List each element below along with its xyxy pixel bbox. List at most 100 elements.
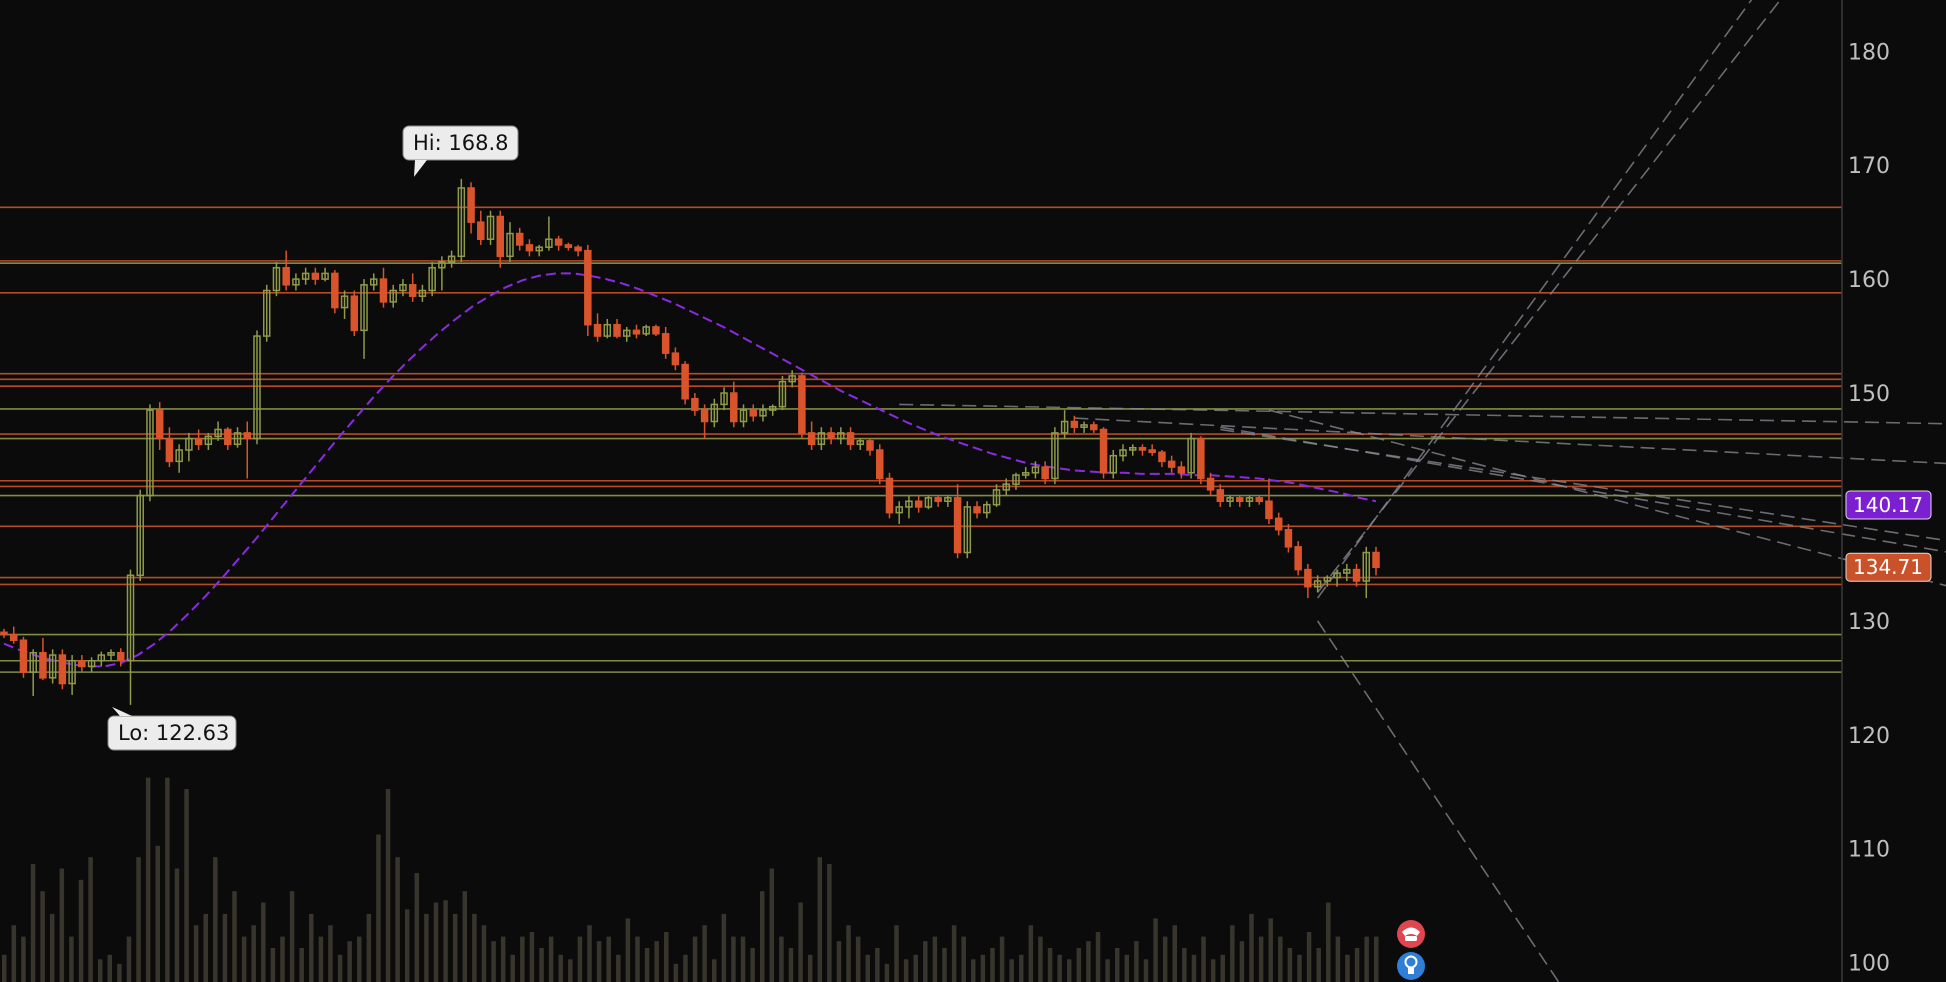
candle-body bbox=[1197, 437, 1205, 480]
volume-bar bbox=[1220, 954, 1225, 982]
candle-body bbox=[963, 506, 972, 554]
volume-bar bbox=[798, 902, 803, 982]
candle-body bbox=[1148, 449, 1156, 454]
candle-body bbox=[1265, 500, 1273, 520]
candle-body bbox=[944, 497, 952, 503]
volume-bar bbox=[942, 947, 947, 982]
volume-bar bbox=[1306, 932, 1312, 982]
candle-body bbox=[632, 329, 641, 335]
candle-body bbox=[661, 333, 670, 354]
earnings-phone-icon[interactable] bbox=[1397, 920, 1425, 948]
candle-body bbox=[1031, 466, 1040, 474]
y-tick-label: 120 bbox=[1848, 724, 1890, 749]
volume-bar bbox=[664, 932, 669, 982]
candle-body bbox=[1236, 497, 1244, 503]
candle-body bbox=[973, 506, 981, 514]
candle-body bbox=[914, 500, 923, 508]
volume-bar bbox=[923, 941, 928, 982]
volume-bar bbox=[424, 913, 429, 982]
volume-bar bbox=[280, 936, 285, 982]
volume-bar bbox=[951, 925, 957, 982]
volume-bar bbox=[769, 868, 775, 982]
candle-body bbox=[58, 654, 67, 685]
volume-bar bbox=[1038, 936, 1043, 982]
candle-body bbox=[1128, 446, 1137, 451]
candle-body bbox=[399, 284, 407, 292]
candle-body bbox=[321, 272, 329, 280]
volume-bar bbox=[740, 936, 746, 982]
candle-body bbox=[467, 187, 475, 223]
volume-bar bbox=[520, 936, 525, 982]
volume-bars bbox=[2, 777, 1379, 982]
volume-bar bbox=[913, 954, 918, 982]
volume-bar bbox=[165, 777, 170, 982]
volume-bar bbox=[1076, 947, 1082, 982]
idea-bulb-icon[interactable] bbox=[1397, 952, 1425, 980]
price-axis[interactable]: 100110120130140150160170180 bbox=[1848, 40, 1890, 976]
volume-bar bbox=[347, 941, 352, 982]
candle-body bbox=[447, 255, 456, 263]
candle-body bbox=[477, 221, 485, 240]
volume-bar bbox=[49, 913, 55, 982]
candle-body bbox=[681, 363, 689, 400]
y-tick-label: 100 bbox=[1848, 952, 1890, 977]
volume-bar bbox=[126, 936, 132, 982]
trend-line bbox=[1316, 620, 1560, 982]
candle-body bbox=[623, 329, 631, 337]
candle-body bbox=[798, 375, 806, 434]
volume-bar bbox=[683, 954, 688, 982]
volume-bar bbox=[903, 959, 909, 982]
volume-bar bbox=[865, 954, 870, 982]
volume-bar bbox=[1297, 954, 1302, 982]
volume-bar bbox=[529, 932, 535, 982]
volume-bar bbox=[1143, 959, 1149, 982]
volume-bar bbox=[433, 902, 439, 982]
candle-body bbox=[691, 397, 699, 411]
candle-body bbox=[1177, 466, 1186, 474]
candle-body bbox=[19, 639, 28, 673]
volume-bar bbox=[376, 834, 381, 982]
candle-body bbox=[457, 187, 466, 258]
volume-bar bbox=[731, 936, 736, 982]
price-badges: 140.17 134.71 bbox=[1845, 490, 1932, 582]
volume-bar bbox=[1249, 913, 1254, 982]
candle-body bbox=[292, 278, 300, 286]
y-tick-label: 160 bbox=[1848, 268, 1890, 293]
volume-bar bbox=[1278, 936, 1283, 982]
volume-bar bbox=[625, 918, 631, 982]
volume-bar bbox=[1114, 947, 1120, 982]
candle-body bbox=[710, 403, 719, 423]
candle-body bbox=[78, 659, 86, 668]
candle-body bbox=[1255, 497, 1263, 503]
candle-body bbox=[554, 238, 563, 246]
candle-body bbox=[603, 323, 612, 337]
hi-callout: Hi: 168.8 bbox=[402, 125, 519, 177]
moving-average bbox=[3, 272, 1377, 668]
candle-body bbox=[934, 497, 942, 503]
candle-body bbox=[924, 497, 933, 508]
candle-body bbox=[1109, 454, 1118, 474]
volume-bar bbox=[577, 936, 583, 982]
trend-line bbox=[1220, 426, 1946, 553]
candle-body bbox=[584, 249, 592, 326]
volume-bar bbox=[203, 913, 208, 982]
volume-bar bbox=[261, 902, 266, 982]
volume-bar bbox=[491, 941, 496, 982]
candle-body bbox=[438, 261, 446, 269]
y-tick-label: 130 bbox=[1848, 610, 1890, 635]
volume-bar bbox=[2, 954, 7, 982]
candle-body bbox=[759, 409, 767, 417]
volume-bar bbox=[385, 789, 391, 982]
candle-body bbox=[1119, 449, 1127, 457]
candle-body bbox=[856, 440, 865, 446]
trend-line bbox=[899, 403, 1946, 425]
candle-body bbox=[875, 449, 884, 480]
status-icons[interactable] bbox=[1397, 920, 1425, 980]
candle-body bbox=[1041, 466, 1049, 480]
candle-body bbox=[408, 284, 417, 297]
price-badge: 134.71 bbox=[1845, 552, 1932, 582]
volume-bar bbox=[1124, 954, 1130, 982]
candle-body bbox=[1304, 568, 1312, 588]
volume-bar bbox=[222, 913, 228, 982]
